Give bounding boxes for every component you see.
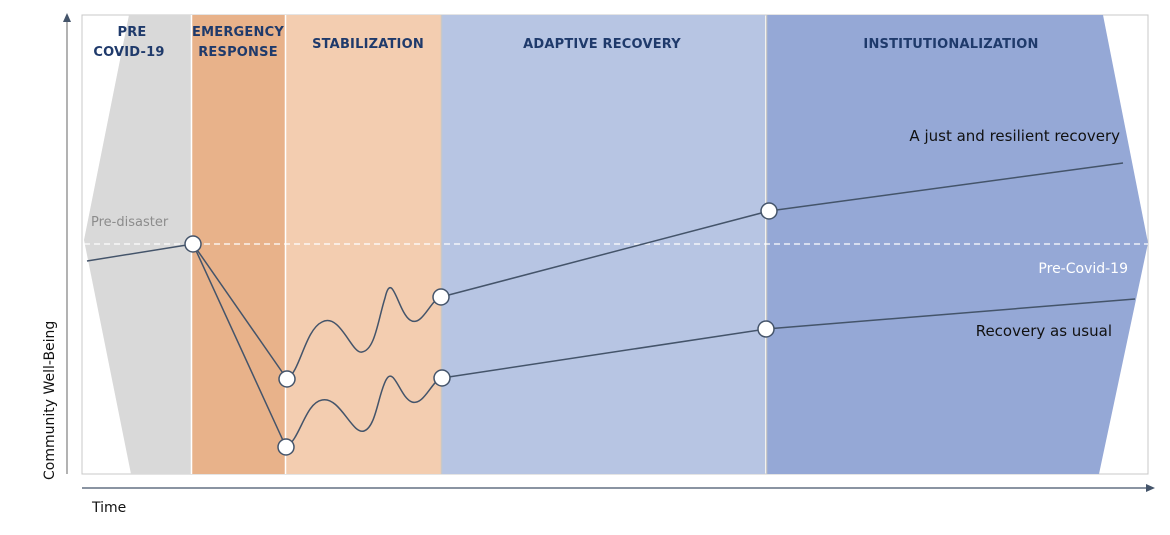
phase-title-pre-covid-line2: COVID-19 [93, 45, 164, 60]
node-stabilization-lower [433, 369, 451, 387]
node-emergency-lower [277, 438, 295, 456]
node-emergency-upper [278, 370, 296, 388]
phase-title-institutionalization: INSTITUTIONALIZATION [863, 37, 1038, 52]
x-axis-label: Time [91, 500, 126, 516]
node-adaptive-upper [760, 202, 778, 220]
y-axis-arrow-icon [63, 13, 71, 22]
phase-title-emergency-line1: EMERGENCY [192, 25, 284, 40]
node-stabilization-upper [432, 288, 450, 306]
node-adaptive-lower [757, 320, 775, 338]
pre-disaster-label: Pre-disaster [91, 215, 169, 230]
node-pre-disaster [184, 235, 202, 253]
phase-title-emergency-line2: RESPONSE [198, 45, 278, 60]
trajectory-lines [86, 162, 1136, 448]
just-recovery-label: A just and resilient recovery [909, 127, 1120, 145]
pre-covid-label: Pre-Covid-19 [1038, 261, 1128, 277]
phase-title-adaptive-recovery: ADAPTIVE RECOVERY [523, 37, 681, 52]
usual-recovery-label: Recovery as usual [976, 322, 1112, 340]
phase-title-stabilization: STABILIZATION [312, 37, 424, 52]
y-axis-label: Community Well-Being [42, 321, 58, 480]
phase-title-pre-covid-line1: PRE [117, 25, 146, 40]
x-axis-arrow-icon [1146, 484, 1155, 492]
